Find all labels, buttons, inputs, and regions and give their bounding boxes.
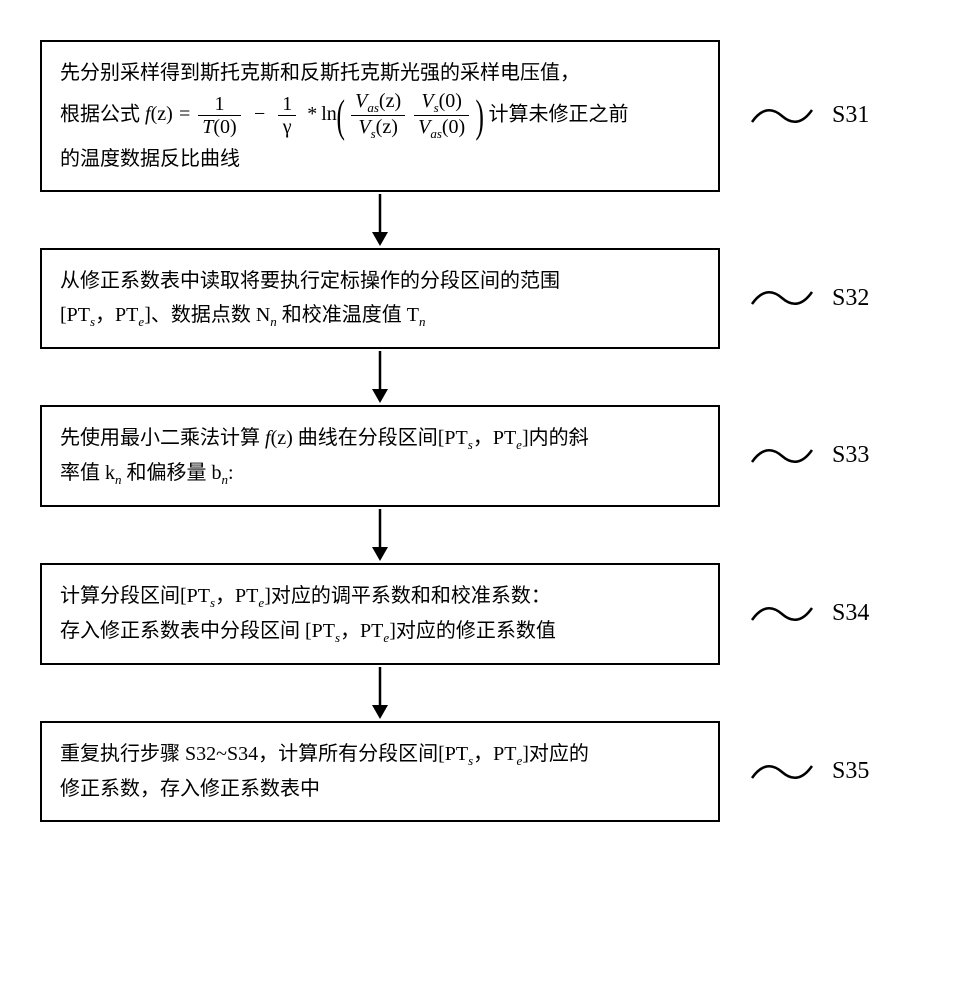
s31-mid: 根据公式 xyxy=(60,103,145,125)
arrow-s31-s32 xyxy=(40,192,720,248)
s35-a2: ，PT xyxy=(473,743,516,765)
arrow-down-icon xyxy=(365,349,395,405)
tilde-icon xyxy=(750,440,814,472)
flow-row-s35: 重复执行步骤 S32~S34，计算所有分段区间[PTs，PTe]对应的 修正系数… xyxy=(40,721,936,822)
flow-row-s31: 先分别采样得到斯托克斯和反斯托克斯光强的采样电压值， 根据公式 f(z) = 1… xyxy=(40,40,936,192)
arrow-down-icon xyxy=(365,192,395,248)
s35-a: 重复执行步骤 S32~S34，计算所有分段区间[PT xyxy=(60,743,468,765)
tilde-icon xyxy=(750,282,814,314)
step-label-s33: S33 xyxy=(832,442,869,469)
s35-a3: ]对应的 xyxy=(522,743,589,765)
step-label-s34: S34 xyxy=(832,600,869,627)
s34-a: 计算分段区间[PT xyxy=(60,585,210,607)
s33-c2: 和偏移量 b xyxy=(122,462,222,484)
arrow-s34-s35 xyxy=(40,665,720,721)
s31-last: 的温度数据反比曲线 xyxy=(60,142,700,176)
s32-b: [PT xyxy=(60,304,90,326)
s31-formula: f(z) = 1T(0) − 1γ * ln( Vas(z) Vs(z) Vs(… xyxy=(145,103,489,125)
step-label-s32: S32 xyxy=(832,285,869,312)
arrow-s33-s34 xyxy=(40,507,720,563)
s32-a: 从修正系数表中读取将要执行定标操作的分段区间的范围 xyxy=(60,270,560,292)
label-col-s31: S31 xyxy=(750,100,869,132)
s35-b: 修正系数，存入修正系数表中 xyxy=(60,778,320,800)
label-col-s33: S33 xyxy=(750,440,869,472)
s34-a3: ]对应的调平系数和和校准系数： xyxy=(264,585,551,607)
flow-row-s33: 先使用最小二乘法计算 f(z) 曲线在分段区间[PTs，PTe]内的斜 率值 k… xyxy=(40,405,936,507)
label-col-s32: S32 xyxy=(750,282,869,314)
tilde-icon xyxy=(750,100,814,132)
s33-a: 先使用最小二乘法计算 xyxy=(60,427,265,449)
flow-box-s31: 先分别采样得到斯托克斯和反斯托克斯光强的采样电压值， 根据公式 f(z) = 1… xyxy=(40,40,720,192)
flow-row-s32: 从修正系数表中读取将要执行定标操作的分段区间的范围 [PTs，PTe]、数据点数… xyxy=(40,248,936,349)
arrow-down-icon xyxy=(365,665,395,721)
flow-row-s34: 计算分段区间[PTs，PTe]对应的调平系数和和校准系数： 存入修正系数表中分段… xyxy=(40,563,936,665)
step-label-s35: S35 xyxy=(832,758,869,785)
s34-b2: ，PT xyxy=(340,620,383,642)
s32-b4: 和校准温度值 T xyxy=(277,304,419,326)
s33-b3: ]内的斜 xyxy=(522,427,589,449)
s34-b: 存入修正系数表中分段区间 [PT xyxy=(60,620,335,642)
label-col-s35: S35 xyxy=(750,756,869,788)
s33-b: 曲线在分段区间[PT xyxy=(298,427,468,449)
tilde-icon xyxy=(750,598,814,630)
s32-b3: ]、数据点数 N xyxy=(144,304,270,326)
arrow-s32-s33 xyxy=(40,349,720,405)
s31-line1: 先分别采样得到斯托克斯和反斯托克斯光强的采样电压值， xyxy=(60,56,700,90)
s34-a2: ，PT xyxy=(215,585,258,607)
s32-b2: ，PT xyxy=(95,304,138,326)
s31-post: 计算未修正之前 xyxy=(489,103,629,125)
s33-c3: : xyxy=(228,462,234,484)
arrow-down-icon xyxy=(365,507,395,563)
flow-box-s35: 重复执行步骤 S32~S34，计算所有分段区间[PTs，PTe]对应的 修正系数… xyxy=(40,721,720,822)
label-col-s34: S34 xyxy=(750,598,869,630)
s33-c1: 率值 k xyxy=(60,462,115,484)
s33-z: (z) xyxy=(271,427,298,449)
flow-box-s32: 从修正系数表中读取将要执行定标操作的分段区间的范围 [PTs，PTe]、数据点数… xyxy=(40,248,720,349)
flow-box-s34: 计算分段区间[PTs，PTe]对应的调平系数和和校准系数： 存入修正系数表中分段… xyxy=(40,563,720,665)
s34-b3: ]对应的修正系数值 xyxy=(389,620,556,642)
flow-box-s33: 先使用最小二乘法计算 f(z) 曲线在分段区间[PTs，PTe]内的斜 率值 k… xyxy=(40,405,720,507)
s33-b2: ，PT xyxy=(473,427,516,449)
tilde-icon xyxy=(750,756,814,788)
step-label-s31: S31 xyxy=(832,102,869,129)
